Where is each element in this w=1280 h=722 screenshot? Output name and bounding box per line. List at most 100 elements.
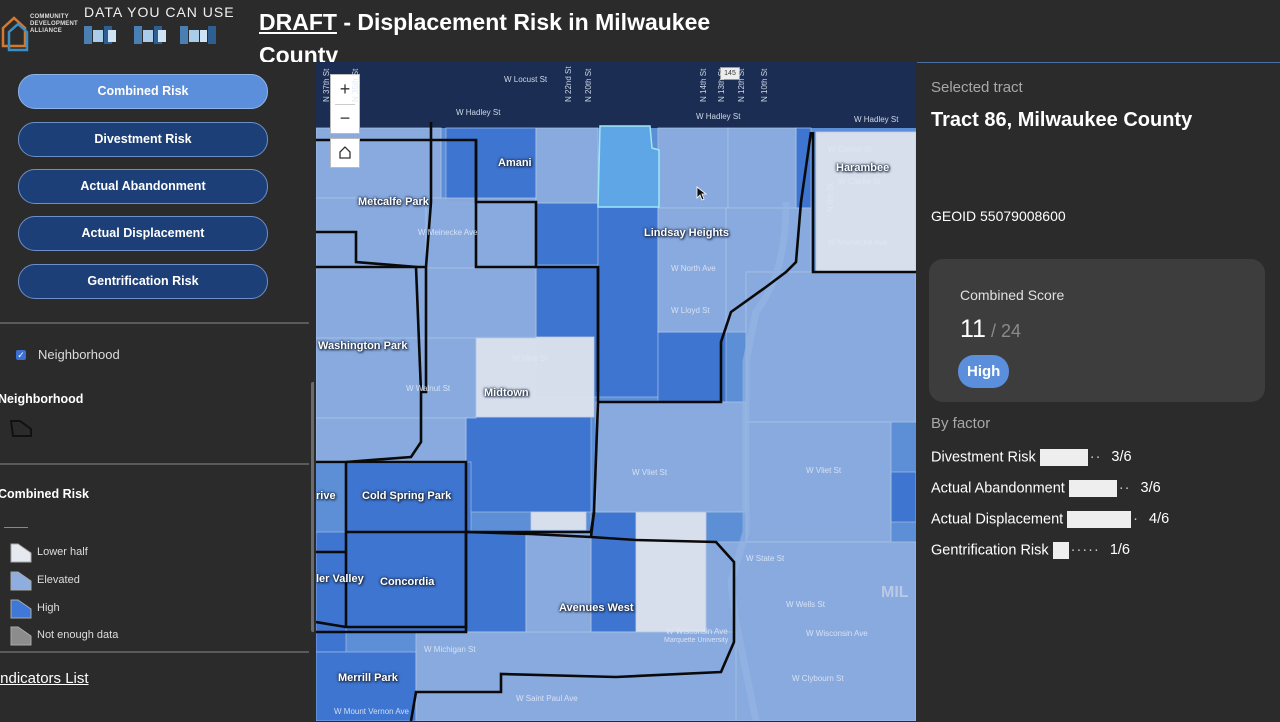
street-label: W Wisconsin Ave	[666, 627, 728, 636]
divestment-risk-button[interactable]: Divestment Risk	[18, 122, 268, 157]
actual-displacement-button[interactable]: Actual Displacement	[18, 216, 268, 251]
factor-name: Gentrification Risk	[931, 542, 1049, 559]
legend-combined-title: Combined Risk	[0, 487, 89, 501]
home-button[interactable]	[330, 138, 360, 168]
street-label: W Center St	[828, 145, 872, 154]
map-view[interactable]: + − 145 W Locust St W Hadley St W Hadley…	[316, 62, 916, 721]
factor-bar	[1052, 542, 1069, 559]
legend-label: Not enough data	[37, 629, 119, 641]
street-label: W Saint Paul Ave	[516, 694, 578, 703]
street-label: W Hadley St	[696, 112, 741, 121]
street-label: N 35th St	[351, 68, 360, 102]
sidebar-scrollbar[interactable]	[311, 382, 314, 632]
neighborhood-checkbox[interactable]: ✓	[16, 350, 26, 360]
neighborhood-label: Merrill Park	[338, 672, 398, 684]
score-number: 11	[960, 315, 986, 343]
street-label: W Wells St	[786, 600, 825, 609]
actual-abandonment-button[interactable]: Actual Abandonment	[18, 169, 268, 204]
street-label: N 13th St	[717, 68, 726, 102]
zoom-in-button[interactable]: +	[339, 79, 351, 99]
legend-label: Lower half	[37, 546, 88, 558]
street-label: W Walnut St	[406, 384, 451, 393]
street-label: N 20th St	[584, 68, 593, 102]
map-canvas	[316, 62, 916, 721]
sidebar: Combined Risk Divestment Risk Actual Aba…	[0, 62, 314, 721]
legend-item-not-enough-data: Not enough data	[10, 626, 270, 646]
street-label: W Hadley St	[854, 115, 899, 124]
factor-row: Divestment Risk ·· 3/6	[931, 449, 1132, 469]
street-label: W Locust St	[504, 75, 548, 84]
selected-tract[interactable]	[597, 125, 660, 208]
street-label: W Lloyd St	[671, 306, 710, 315]
neighborhood-boundaries	[316, 122, 916, 721]
zoom-out-button[interactable]: −	[339, 108, 351, 128]
page-title: DRAFT - Displacement Risk in Milwaukee	[259, 9, 710, 36]
legend-swatch-elevated	[10, 571, 32, 591]
tagline: DATA YOU CAN USE	[84, 4, 235, 20]
neighborhood-outline-icon	[9, 420, 32, 437]
factor-dots: ··	[1089, 449, 1102, 465]
street-label: N 10th St	[760, 68, 769, 102]
factor-bar	[1039, 449, 1088, 466]
poi-label: Marquette University	[664, 637, 729, 644]
neighborhood-label: ler Valley	[316, 573, 364, 585]
factor-dots: ·····	[1070, 542, 1100, 558]
neighborhood-label: Avenues West	[559, 602, 634, 614]
legend-swatch-high	[10, 599, 32, 619]
street-label: W State St	[746, 554, 785, 563]
legend-label: Elevated	[37, 574, 80, 586]
zoom-controls: + −	[330, 74, 360, 134]
factor-dots: ·	[1133, 511, 1140, 527]
neighborhood-label: Concordia	[380, 576, 435, 588]
neighborhood-label: rive	[316, 490, 336, 502]
tract-name: Tract 86, Milwaukee County	[931, 109, 1193, 131]
basemap-strip	[316, 62, 916, 128]
legend-neighborhood-title: Neighborhood	[0, 392, 84, 406]
legend-label: High	[37, 602, 60, 614]
mouse-cursor-icon	[696, 186, 708, 201]
app-header: COMMUNITY DEVELOPMENT ALLIANCE DATA YOU …	[0, 0, 1280, 62]
factor-score: 3/6	[1140, 480, 1161, 497]
sidebar-divider	[0, 651, 309, 653]
street-label: W Vliet St	[806, 466, 842, 475]
sidebar-divider	[0, 322, 309, 324]
combined-score-value: 11 / 24	[960, 315, 1021, 344]
street-label: W Meinecke Ave	[418, 228, 478, 237]
by-factor-label: By factor	[931, 415, 991, 432]
street-label: N 37th St	[322, 68, 331, 102]
factor-name: Divestment Risk	[931, 449, 1036, 466]
legend-item-high: High	[10, 599, 270, 619]
neighborhood-label: Metcalfe Park	[358, 196, 429, 208]
combined-risk-button[interactable]: Combined Risk	[18, 74, 268, 109]
factor-bar	[1068, 480, 1117, 497]
draft-label: DRAFT	[259, 9, 337, 35]
tract-details-panel: Selected tract Tract 86, Milwaukee Count…	[917, 62, 1280, 722]
factor-dots: ··	[1118, 480, 1131, 496]
selected-tract-label: Selected tract	[931, 79, 1023, 96]
home-icon	[339, 146, 351, 159]
combined-score-card: Combined Score 11 / 24 High	[929, 259, 1265, 402]
score-max: / 24	[985, 321, 1021, 341]
legend-swatch-not-enough-data	[10, 626, 32, 646]
legend-divider	[4, 527, 28, 528]
cda-logo-icon	[1, 16, 29, 52]
street-label: W Vine St	[512, 354, 548, 363]
factor-row: Actual Displacement · 4/6	[931, 511, 1169, 531]
factor-bar	[1067, 511, 1132, 528]
freeway	[727, 201, 790, 721]
neighborhood-label: Midtown	[484, 387, 529, 399]
factor-score: 4/6	[1149, 511, 1170, 528]
sidebar-divider	[0, 463, 309, 465]
indicators-list-link[interactable]: Indicators List	[0, 670, 89, 687]
street-label: W Mount Vernon Ave	[334, 707, 410, 716]
neighborhood-label: Harambee	[836, 162, 890, 174]
street-label: W North Ave	[671, 264, 716, 273]
street-label: W Wisconsin Ave	[806, 629, 868, 638]
logo-text: COMMUNITY DEVELOPMENT ALLIANCE	[30, 14, 78, 34]
neighborhood-label: Washington Park	[318, 340, 408, 352]
tracts-lower-half	[475, 131, 916, 633]
street-label: N 12th St	[737, 68, 746, 102]
title-wrap-text: County	[259, 42, 339, 62]
gentrification-risk-button[interactable]: Gentrification Risk	[18, 264, 268, 299]
street-label: N 6th St	[826, 183, 835, 212]
